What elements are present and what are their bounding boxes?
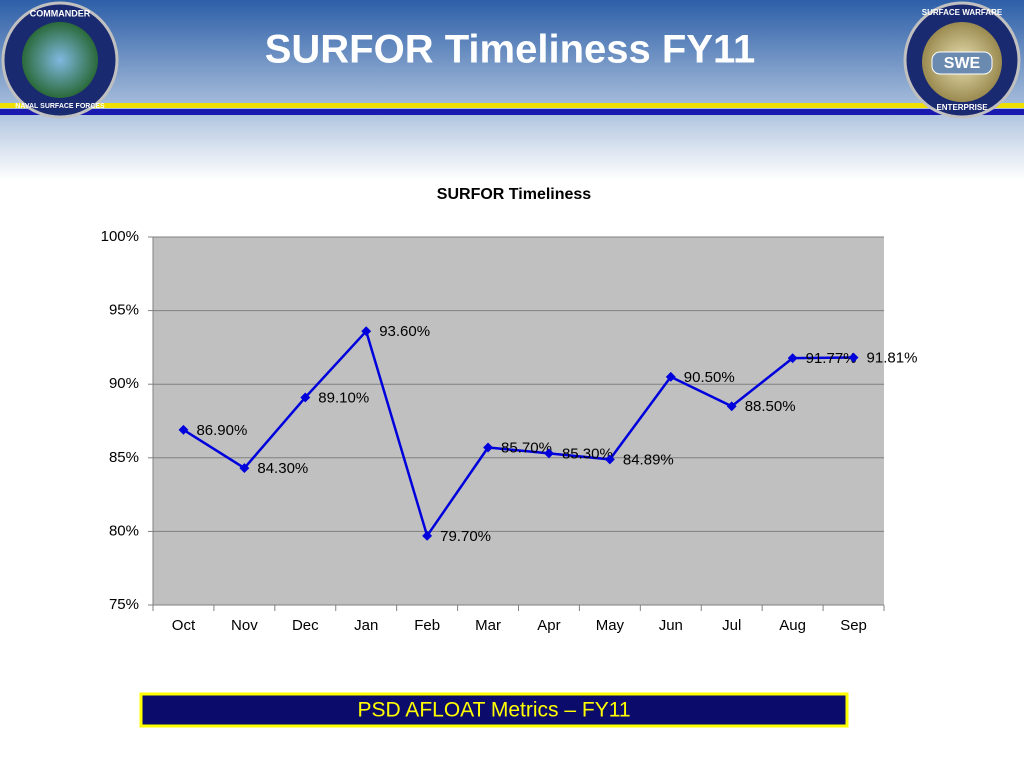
y-tick-label: 75% [109,596,139,613]
marker [239,463,250,474]
marker [361,326,372,337]
x-tick-label: Aug [779,617,806,634]
data-label: 93.60% [379,323,430,340]
x-tick-label: Sep [840,617,867,634]
y-tick-label: 85% [109,449,139,466]
marker [178,424,189,435]
marker [544,448,554,459]
x-tick-label: Oct [172,617,196,634]
data-label: 84.89% [623,451,674,468]
x-tick-label: Dec [292,617,319,634]
y-tick-label: 95% [109,302,139,319]
data-label: 90.50% [684,369,735,386]
data-label: 85.70% [501,439,552,456]
marker [665,371,676,382]
header-stripe [0,103,1024,108]
chart: 75% 80% 85% 90% 95% 100% Oct Nov Dec Jan Feb Mar Apr… [101,228,918,634]
footer-box [139,692,849,728]
x-tick-label: Feb [414,617,440,634]
data-label: 91.81% [867,350,918,367]
marker [483,442,493,453]
logo-text: COMMANDER [30,8,91,18]
chart-title: SURFOR Timeliness [437,186,592,203]
data-label: 86.90% [196,422,247,439]
x-tick-label: Jun [659,617,683,634]
slide-title: SURFOR Timeliness FY11 [265,28,756,72]
logo-text: SWE [944,55,981,72]
header-background [0,0,1024,180]
x-tick-label: Apr [537,617,560,634]
marker [422,530,433,541]
right-logo: SWE SURFACE WARFARE ENTERPRISE [903,1,1021,119]
marker [726,401,737,412]
y-tick-label: 80% [109,522,139,539]
marker [300,392,311,403]
x-tick-label: Nov [231,617,258,634]
plot-area [153,237,884,605]
logo-text: NAVAL SURFACE FORCES [15,103,105,110]
left-logo: COMMANDER NAVAL SURFACE FORCES [1,1,119,119]
data-label: 91.77% [806,350,857,367]
x-tick-label: Mar [475,617,501,634]
marker [848,352,859,363]
logo-text: SURFACE WARFARE [922,8,1003,17]
data-label: 79.70% [440,528,491,545]
data-label: 88.50% [745,398,796,415]
x-tick-label: May [596,617,625,634]
line [182,328,854,539]
marker [604,454,615,465]
data-label: 84.30% [257,460,308,477]
y-tick-label: 90% [109,375,139,392]
header-stripe [0,109,1024,115]
y-tick-label: 100% [101,228,139,245]
marker [787,353,798,364]
footer-text: PSD AFLOAT Metrics – FY11 [357,699,630,722]
data-label: 85.30% [562,445,613,462]
logo-text: ENTERPRISE [936,103,988,112]
x-tick-label: Jul [722,617,741,634]
x-tick-label: Jan [354,617,378,634]
data-label: 89.10% [318,389,369,406]
